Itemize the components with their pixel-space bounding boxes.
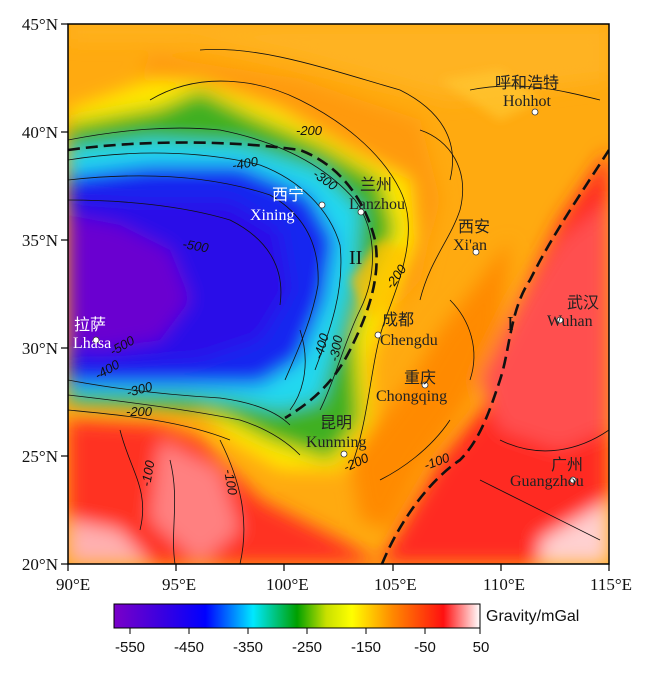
contour-label: -300 (326, 334, 345, 363)
city-marker-kunming (340, 450, 348, 458)
lat-tick-label: 35°N (22, 231, 58, 250)
lon-tick-labels: 90°E 95°E 100°E 105°E 110°E 115°E (56, 575, 632, 594)
lat-tick-label: 25°N (22, 447, 58, 466)
city-marker-xining (318, 201, 326, 209)
colorbar-tick-label: -250 (292, 639, 322, 656)
contour-label: -500 (181, 236, 210, 255)
city-marker-lanzhou (357, 208, 365, 216)
city-label-cn: 西安 (458, 218, 490, 236)
lat-tick-label: 45°N (22, 15, 58, 34)
contour-label: -200 (296, 123, 323, 138)
zone-label-ii: II (349, 247, 362, 269)
colorbar-tick-label: -150 (351, 639, 381, 656)
city-label-cn: 呼和浩特 (495, 74, 559, 92)
colorbar: -550 -450 -350 -250 -150 -50 50 Gravity/… (113, 603, 579, 656)
lat-tick-label: 30°N (22, 339, 58, 358)
tick-marks (61, 23, 610, 571)
city-label-en: Wuhan (547, 313, 593, 330)
city-label-en: Lhasa (73, 335, 111, 352)
city-marker-chengdu (374, 331, 382, 339)
city-marker-wuhan (556, 316, 564, 324)
city-label-cn: 广州 (551, 456, 583, 474)
contour-label: -100 (138, 459, 157, 488)
lat-tick-label: 20°N (22, 555, 58, 574)
colorbar-tick-label: 50 (473, 639, 490, 656)
city-label-cn: 西宁 (272, 186, 304, 204)
colorbar-tick-label: -50 (414, 639, 436, 656)
lon-tick-label: 105°E (374, 575, 417, 594)
colorbar-tick-labels: -550 -450 -350 -250 -150 -50 50 (115, 639, 489, 656)
city-label-cn: 拉萨 (74, 316, 106, 334)
lat-tick-label: 40°N (22, 123, 58, 142)
city-label-en: Chengdu (380, 332, 438, 349)
gravity-raster (68, 24, 609, 564)
contour-label: -400 (310, 331, 331, 361)
contour-label: -300 (125, 378, 155, 399)
contour-lines (68, 48, 609, 564)
colorbar-tick-label: -450 (174, 639, 204, 656)
city-label-en: Lanzhou (349, 196, 405, 213)
city-labels: 呼和浩特 Hohhot 兰州 Lanzhou 西宁 Xining 西安 Xi'a… (73, 74, 599, 490)
city-label-en: Chongqing (376, 388, 447, 405)
dashed-boundaries (68, 141, 609, 564)
lon-tick-label: 90°E (56, 575, 90, 594)
contour-label: -400 (231, 154, 260, 173)
contour-label: -200 (126, 404, 153, 419)
colorbar-tick-label: -550 (115, 639, 145, 656)
city-label-en: Hohhot (503, 93, 552, 110)
city-label-en: Xining (250, 207, 294, 224)
city-markers (92, 108, 577, 484)
city-marker-guangzhou (569, 476, 577, 484)
lon-tick-label: 110°E (483, 575, 525, 594)
city-label-cn: 兰州 (360, 176, 392, 194)
lon-tick-label: 95°E (162, 575, 196, 594)
city-marker-hohhot (531, 108, 539, 116)
colorbar-ticks (129, 628, 481, 634)
city-label-cn: 重庆 (404, 369, 436, 387)
city-label-cn: 昆明 (320, 415, 352, 432)
lon-tick-label: 115°E (590, 575, 632, 594)
contour-label: -100 (221, 468, 240, 497)
city-label-en: Xi'an (453, 237, 487, 254)
colorbar-gradient (113, 603, 481, 629)
city-label-en: Kunming (306, 434, 366, 451)
city-marker-lhasa (92, 336, 100, 344)
city-label-cn: 武汉 (567, 294, 599, 312)
city-label-cn: 成都 (382, 311, 414, 329)
lon-tick-label: 100°E (266, 575, 309, 594)
zone-label-i: I (507, 313, 514, 335)
lat-tick-labels: 45°N 40°N 35°N 30°N 25°N 20°N (22, 15, 58, 574)
city-marker-chongqing (421, 381, 429, 389)
city-marker-xian (472, 248, 480, 256)
colorbar-tick-label: -350 (233, 639, 263, 656)
city-label-en: Guangzhou (510, 473, 584, 490)
colorbar-title: Gravity/mGal (486, 608, 579, 625)
map-frame (67, 23, 610, 565)
